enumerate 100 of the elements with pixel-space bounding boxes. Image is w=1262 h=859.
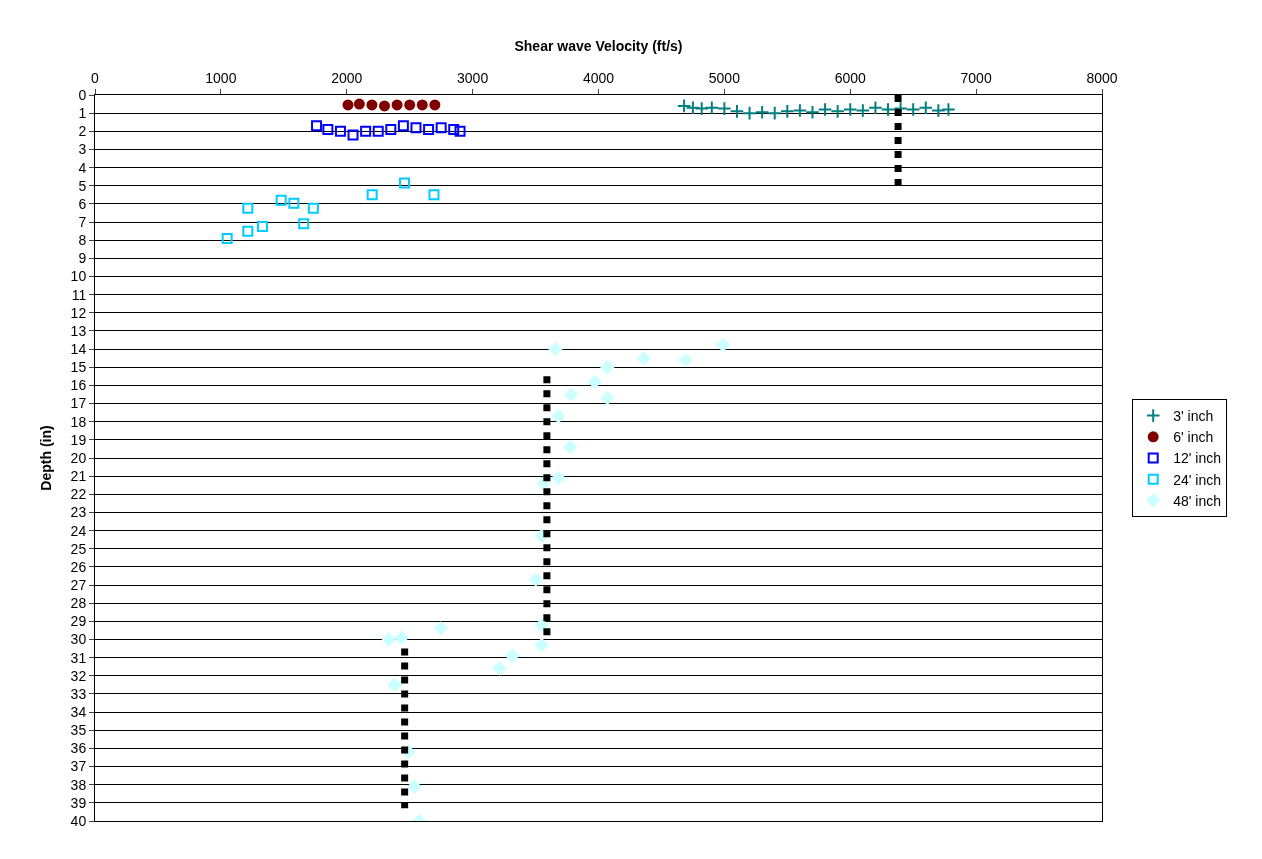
point [805, 104, 820, 120]
y-tick-label: 25 [70, 540, 87, 557]
y-tick-label: 21 [70, 468, 87, 485]
y-tick-label: 36 [70, 740, 87, 757]
point [242, 225, 254, 237]
point [830, 104, 845, 119]
y-tick-label: 26 [70, 558, 87, 575]
y-tick-label: 37 [70, 758, 87, 775]
point [600, 391, 615, 405]
point [678, 353, 693, 367]
legend-label: 3' inch [1173, 408, 1214, 425]
point [941, 102, 956, 117]
point [428, 189, 440, 201]
point [918, 100, 934, 115]
y-tick-label: 40 [70, 812, 87, 829]
x-tick-label: 3000 [457, 70, 489, 87]
legend-label: 6' inch [1173, 429, 1214, 446]
point [492, 661, 507, 676]
point [429, 99, 441, 111]
point [298, 218, 310, 230]
point [394, 630, 409, 645]
point [407, 779, 422, 794]
point [221, 232, 233, 244]
point [435, 122, 447, 134]
y-tick-label: 2 [78, 123, 87, 140]
point [242, 202, 254, 214]
point [454, 125, 466, 137]
point [716, 337, 730, 352]
point [817, 102, 833, 117]
point [423, 123, 435, 135]
x-tick-label: 6000 [834, 70, 867, 87]
point [433, 621, 448, 636]
point [416, 99, 428, 111]
y-tick-label: 5 [78, 177, 87, 194]
x-tick-label: 7000 [960, 70, 992, 87]
point [505, 648, 520, 663]
point [694, 101, 710, 116]
point [905, 102, 921, 117]
x-tick-label: 2000 [331, 70, 363, 87]
y-tick-label: 10 [70, 268, 87, 285]
point [855, 103, 871, 118]
y-tick-label: 9 [78, 250, 87, 267]
point [564, 387, 578, 402]
point [391, 99, 403, 111]
y-tick-label: 3 [78, 141, 87, 158]
point [360, 125, 372, 137]
y-tick-label: 8 [78, 232, 87, 249]
point [685, 100, 701, 115]
point [868, 100, 883, 115]
point [548, 342, 563, 356]
y-tick-label: 39 [70, 794, 87, 811]
y-tick-label: 4 [78, 159, 87, 176]
point [767, 105, 783, 121]
point [288, 197, 300, 209]
y-tick-label: 12 [70, 304, 87, 321]
y-tick-label: 30 [70, 631, 87, 648]
point [729, 104, 745, 119]
point [880, 102, 896, 117]
point [528, 572, 543, 587]
point [342, 99, 354, 111]
y-tick-label: 1 [78, 105, 87, 122]
y-tick-label: 31 [70, 649, 87, 666]
x-tick-label: 8000 [1086, 70, 1118, 87]
y-tick-label: 24 [70, 522, 87, 539]
y-tick-label: 15 [70, 359, 87, 376]
point [311, 120, 323, 132]
point [353, 98, 365, 110]
x-tick-label: 4000 [582, 70, 615, 87]
point [704, 100, 720, 115]
point [347, 129, 359, 141]
x-axis-title: Shear wave Velocity (ft/s) [514, 38, 683, 54]
y-tick-label: 23 [70, 504, 87, 521]
point [404, 99, 416, 111]
y-axis-title: Depth (in) [38, 425, 55, 491]
x-tick-label: 1000 [205, 70, 237, 87]
y-tick-label: 27 [70, 576, 87, 593]
y-tick-label: 11 [71, 286, 87, 303]
y-tick-label: 28 [70, 595, 87, 612]
y-tick-label: 17 [70, 395, 87, 412]
y-tick-label: 22 [70, 486, 87, 503]
y-tick-label: 32 [70, 667, 87, 684]
point [385, 123, 397, 135]
point [842, 102, 858, 117]
point [636, 351, 651, 366]
point [742, 105, 757, 121]
point [397, 120, 409, 132]
point [792, 103, 808, 118]
point [534, 618, 549, 632]
y-tick-label: 19 [70, 431, 87, 448]
y-tick-label: 13 [70, 322, 87, 339]
y-tick-label: 38 [70, 776, 87, 793]
point [322, 123, 334, 135]
legend-label: 48' inch [1173, 492, 1222, 509]
point [600, 360, 615, 375]
point [366, 189, 378, 201]
y-tick-label: 0 [78, 86, 87, 103]
x-tick-label: 0 [91, 70, 100, 87]
point [275, 194, 287, 206]
point [448, 123, 460, 135]
point [717, 101, 732, 116]
